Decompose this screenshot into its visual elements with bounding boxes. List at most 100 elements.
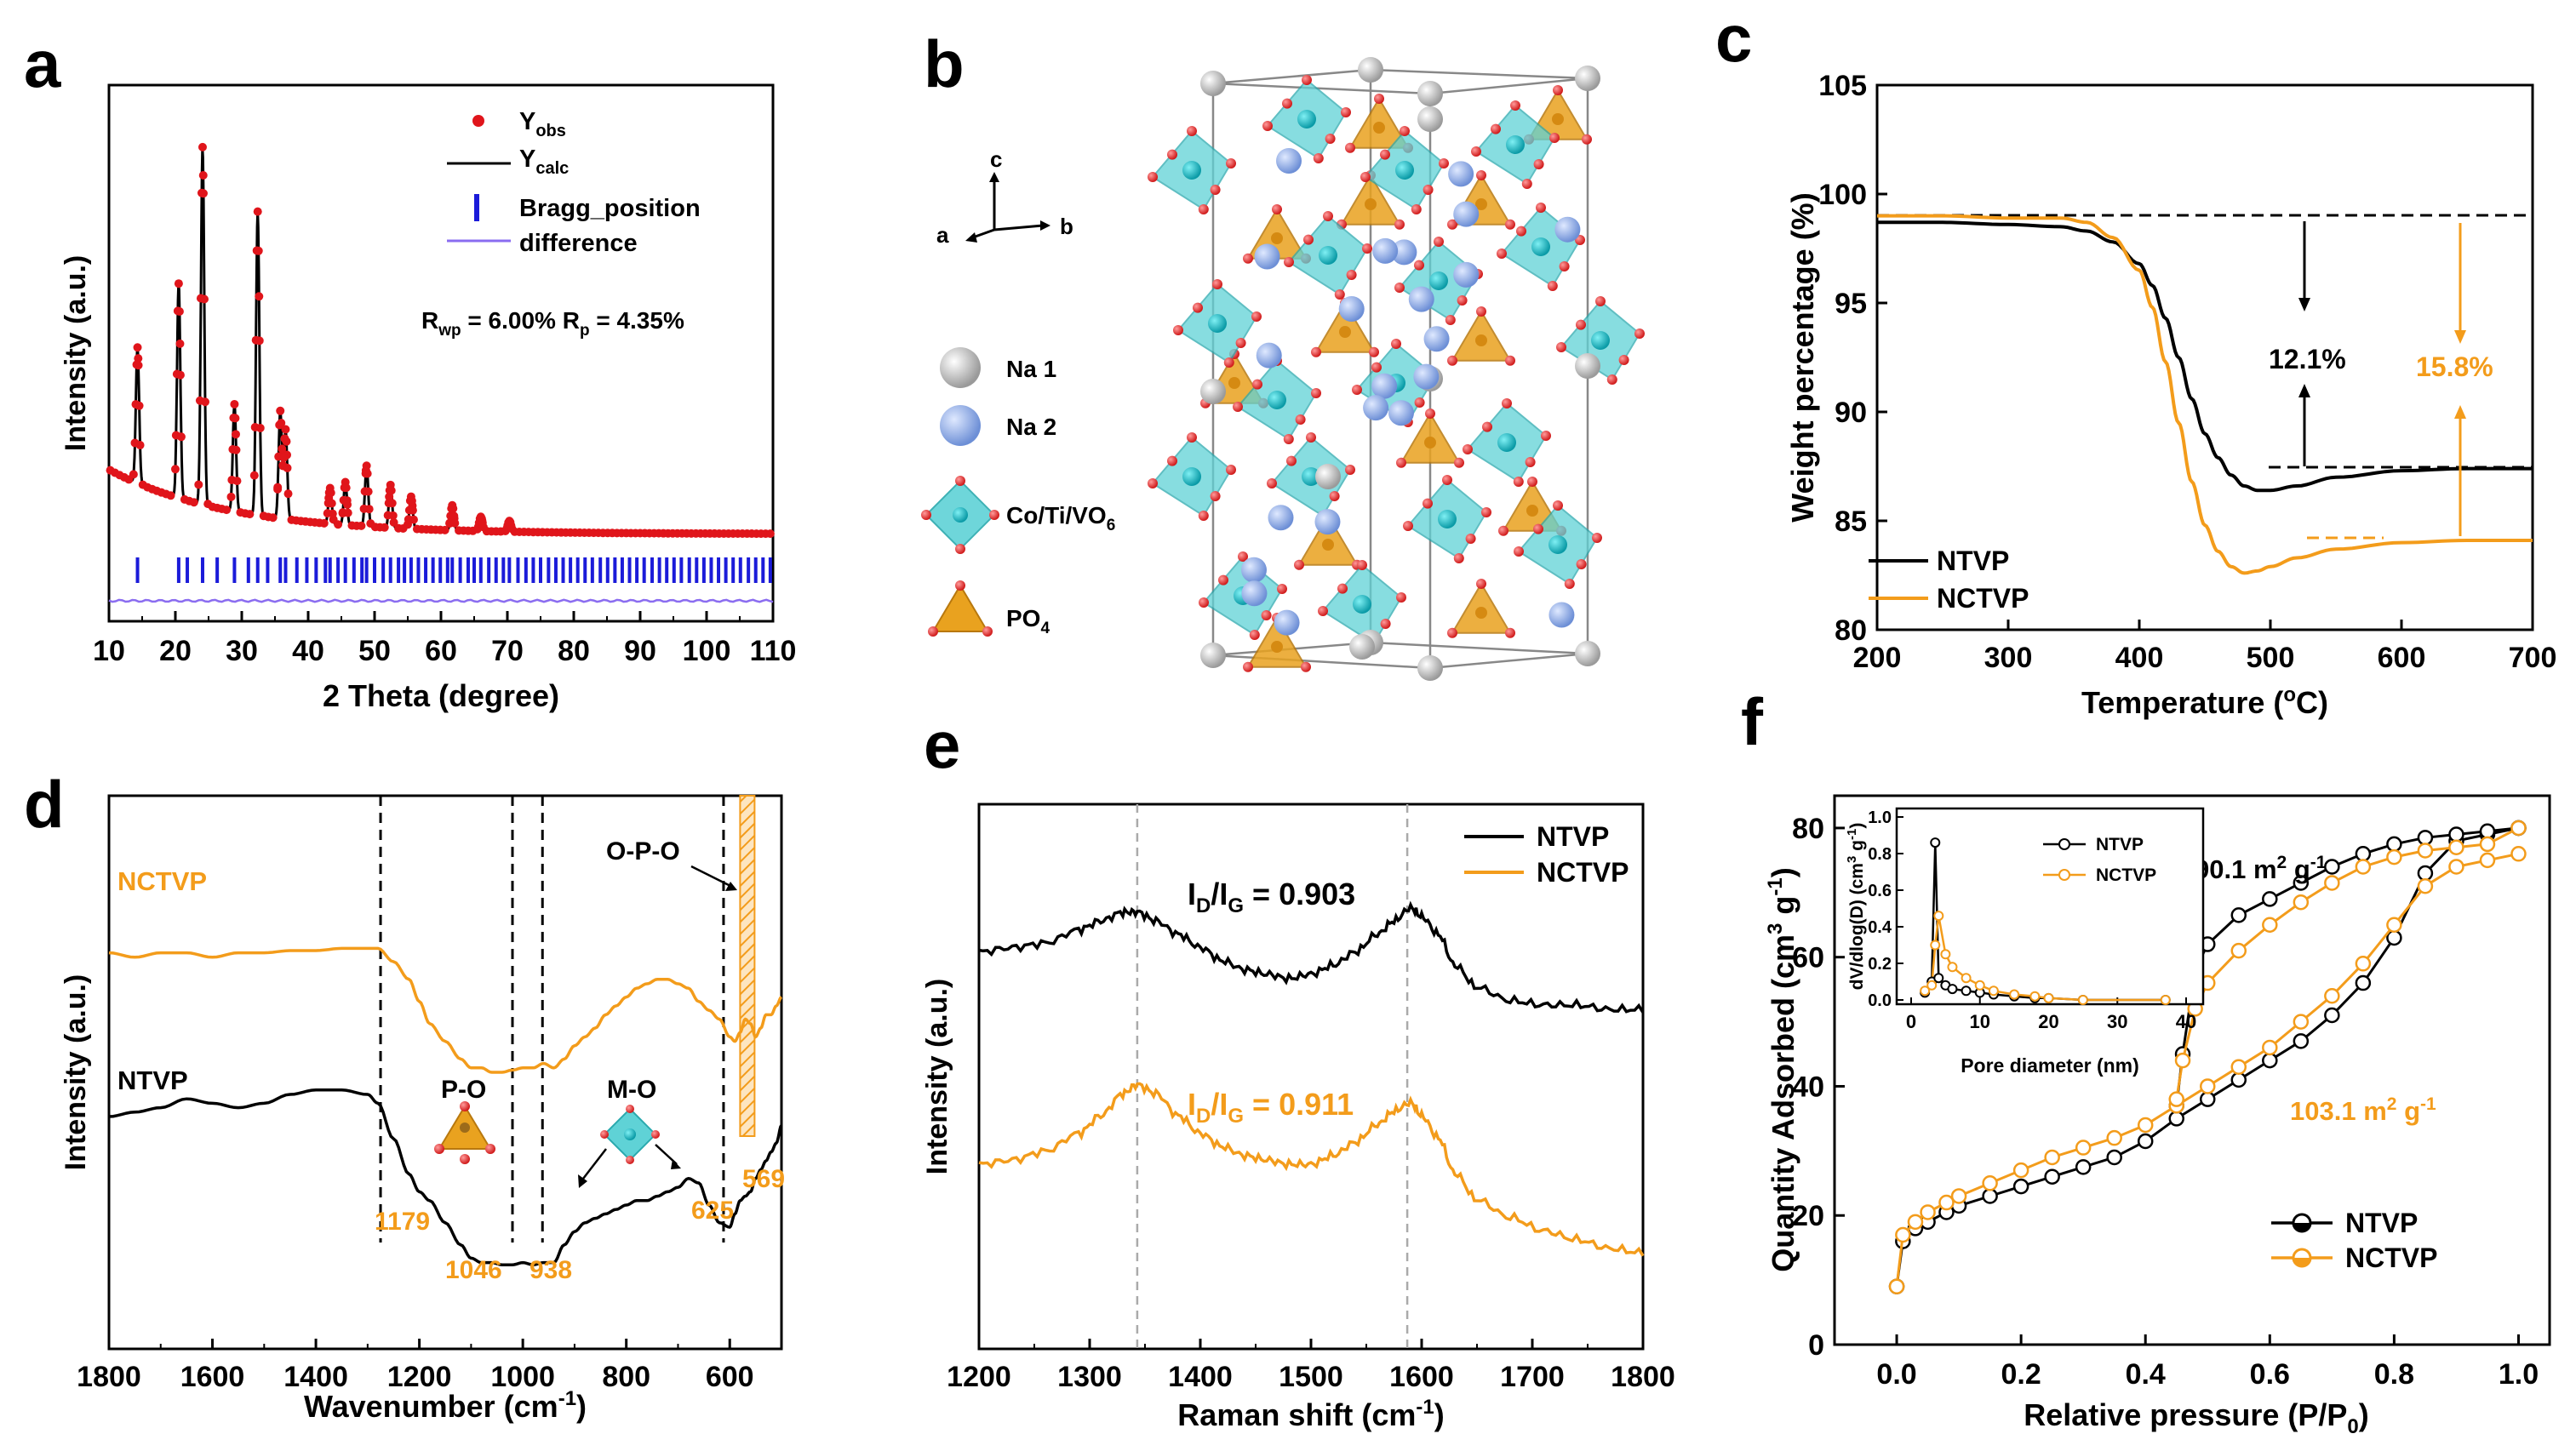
ntvp-raman-line: [978, 900, 1645, 1014]
isotherm-marker: [1895, 1226, 1911, 1243]
oxygen-atom: [1533, 159, 1544, 169]
inset-marker: [1930, 940, 1941, 951]
oxygen-atom: [1277, 584, 1287, 594]
oxygen-atom: [1345, 465, 1355, 475]
legend-ntvp-e: NTVP: [1537, 821, 1609, 852]
oxygen-atom: [1471, 146, 1481, 157]
isotherm-marker: [2386, 929, 2402, 946]
oxygen-atom: [1547, 281, 1558, 291]
yobs-point: [282, 437, 291, 446]
isotherm-marker: [2230, 907, 2247, 923]
legend-marker-bragg: [474, 194, 479, 221]
isotherm-marker: [2012, 1178, 2029, 1195]
x-ticks-e: 1200 1300 1400 1500 1600 1700 1800: [947, 1339, 1675, 1393]
x-tick-label: 1500: [1279, 1361, 1343, 1393]
bragg-tick: [672, 557, 676, 583]
yobs-point: [175, 370, 185, 380]
inset-y-tick-label: 0.8: [1868, 845, 1892, 864]
yobs-point: [277, 419, 286, 428]
isotherm-marker: [2168, 1091, 2184, 1107]
isotherm-marker: [2044, 1168, 2060, 1185]
inset-marker: [1961, 973, 1972, 984]
id-ig-nctvp: ID/IG = 0.911: [1188, 1087, 1354, 1128]
x-axis-label-c: Temperature (oC): [2081, 683, 2328, 720]
oxygen-atom: [1357, 560, 1367, 570]
oxygen-atom: [1516, 226, 1526, 237]
legend-nctvp: NCTVP: [1937, 583, 2029, 614]
oxygen-atom: [1510, 100, 1520, 111]
oxygen-atom: [1394, 283, 1405, 293]
x-tick-label: 20: [159, 635, 192, 667]
oxygen-atom: [1497, 248, 1507, 259]
yobs-point: [319, 518, 329, 528]
yobs-point: [231, 430, 240, 439]
yobs-point: [175, 306, 184, 316]
oxygen-atom: [1606, 374, 1617, 385]
x-tick-label: 80: [558, 635, 590, 667]
na1-atom: [1200, 643, 1226, 668]
y-tick-label: 100: [1818, 179, 1867, 211]
oxygen-atom: [1267, 478, 1277, 488]
x-tick-label: 10: [93, 635, 125, 667]
bragg-tick: [360, 557, 364, 583]
yobs-point: [268, 513, 278, 523]
panel-letter-a: a: [24, 26, 61, 101]
oxygen-atom: [1341, 107, 1351, 117]
y-axis-label-c: Weight percentage (%): [1785, 192, 1820, 522]
axes-frame-f: [1833, 794, 2551, 1346]
x-tick-label: 1400: [283, 1361, 348, 1393]
y-tick-label: 20: [1792, 1200, 1824, 1232]
oxygen-atom: [1262, 121, 1273, 131]
inset-legend-ntvp: NTVP: [2096, 835, 2144, 854]
oxygen-atom: [1457, 295, 1468, 306]
bragg-positions: [135, 557, 772, 583]
isotherm-marker: [2386, 848, 2402, 865]
oxygen-atom: [1337, 583, 1348, 594]
oxygen-atom: [1283, 434, 1294, 444]
x-tick-label: 300: [1984, 642, 2033, 674]
oxygen-atom: [1167, 455, 1177, 466]
bragg-tick: [731, 557, 736, 583]
id-ig-ntvp: ID/IG = 0.903: [1188, 877, 1355, 917]
oxygen-atom: [1282, 98, 1292, 109]
inset-legend-nctvp: NCTVP: [2096, 865, 2156, 885]
x-tick-label: 1000: [490, 1361, 555, 1393]
metal-atom: [1395, 161, 1414, 180]
bragg-tick: [255, 557, 260, 583]
bragg-tick: [613, 557, 617, 583]
na2-atom: [1241, 580, 1268, 607]
bragg-tick: [135, 557, 140, 583]
nctvp-raman-line: [978, 1082, 1645, 1257]
oxygen-atom: [1346, 270, 1357, 280]
x-axis-label-f: Relative pressure (P/P0): [2024, 1397, 2369, 1438]
x-tick-label: 1400: [1168, 1361, 1233, 1393]
yobs-point: [245, 510, 255, 519]
bragg-tick: [724, 557, 728, 583]
series-label-nctvp: NCTVP: [117, 866, 207, 896]
legend-ntvp-f: NTVP: [2345, 1208, 2418, 1238]
peak-1179: 1179: [375, 1208, 430, 1236]
na2-atom: [1254, 243, 1280, 270]
isotherm-marker: [1938, 1194, 1955, 1211]
oxygen-atom: [1272, 204, 1282, 214]
yobs-point: [278, 444, 287, 454]
oxygen-atom: [1371, 362, 1382, 373]
y-axis-label-d: Intensity (a.u.): [60, 974, 92, 1170]
na2-atom-icon: [940, 405, 981, 446]
na2-atom: [1423, 326, 1450, 352]
x-tick-label: 700: [2509, 642, 2557, 674]
opo-pointer: [690, 865, 735, 889]
yobs-point: [362, 461, 371, 471]
oxygen-atom: [1313, 153, 1324, 163]
oxygen-atom: [1423, 185, 1434, 195]
oxygen-atom: [1233, 402, 1243, 412]
bragg-tick: [768, 557, 772, 583]
inset-x-tick-label: 10: [1970, 1011, 1990, 1032]
oxygen-atom: [1252, 379, 1262, 390]
inset-legend: NTVP NCTVP: [2043, 835, 2156, 885]
yobs-point: [364, 505, 374, 514]
phosphorus-atom: [1526, 505, 1538, 517]
isotherm-marker: [2324, 987, 2340, 1004]
x-tick-label: 200: [1853, 642, 1902, 674]
inset-y-tick-label: 0.4: [1868, 918, 1892, 937]
